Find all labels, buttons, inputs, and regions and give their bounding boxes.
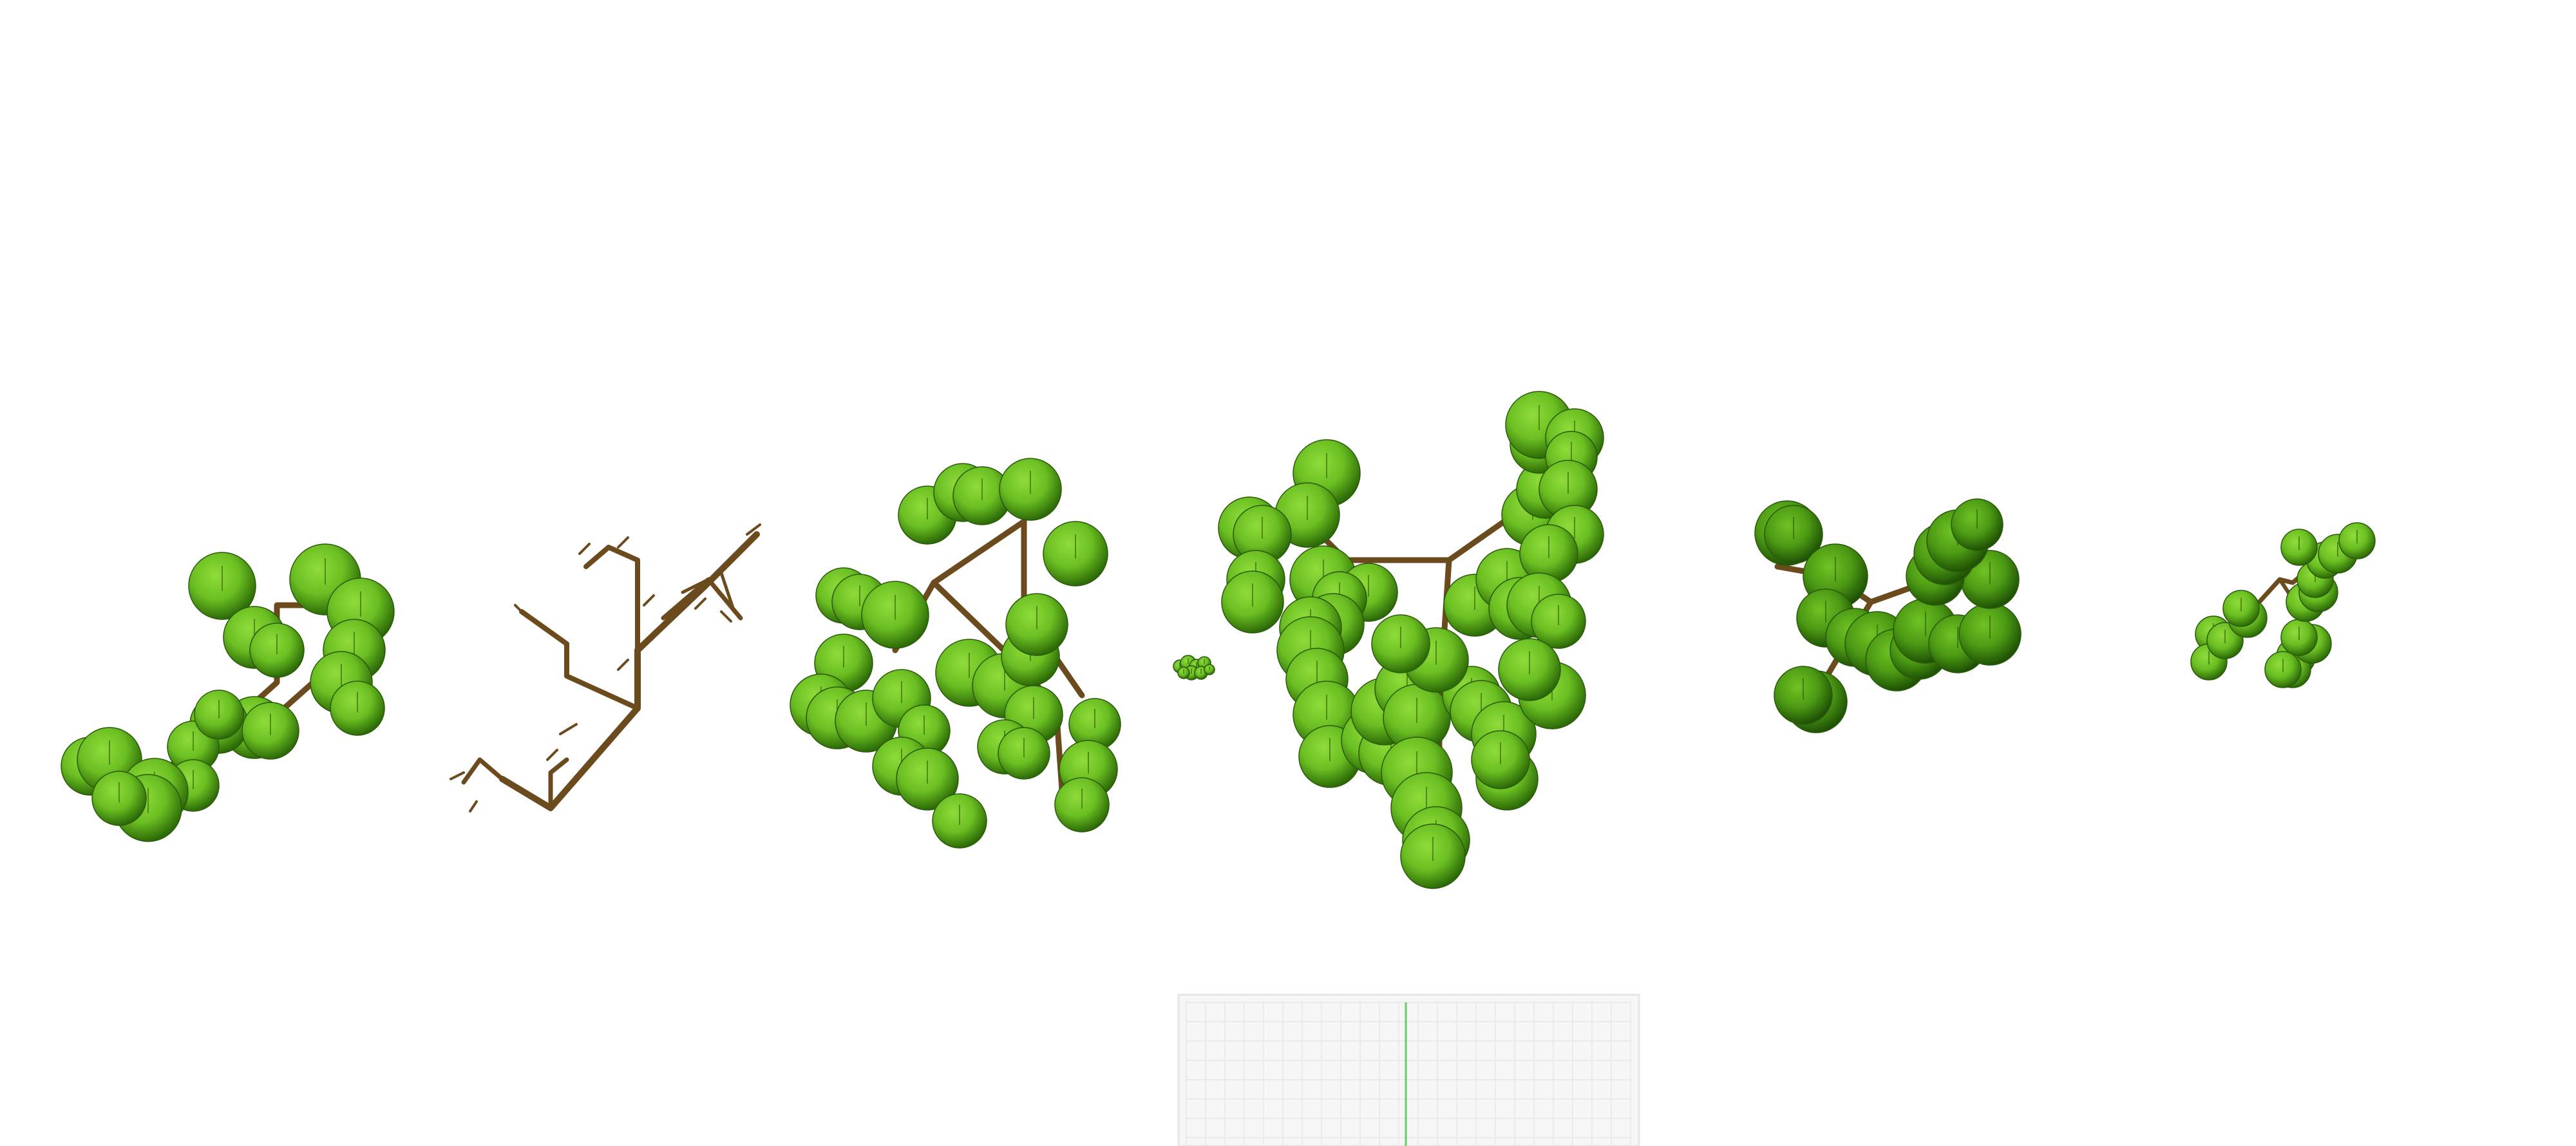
branch [514,604,526,616]
branch [559,723,578,735]
branch [720,610,732,623]
branch [617,536,629,549]
tree-4[interactable] [1173,655,1215,681]
tree-3[interactable] [790,458,1121,849]
branch [583,545,640,653]
grid-plane [1177,993,1640,1146]
branch [469,800,478,813]
branch [548,757,569,811]
branch [461,757,505,785]
branch [578,543,591,555]
branch [617,659,629,671]
tree-1[interactable] [61,543,395,842]
branch [746,523,761,536]
branch [450,771,465,780]
tree-5[interactable] [1218,391,1604,889]
branch [681,571,736,614]
branch [519,609,640,711]
tree-6[interactable] [1754,498,2022,733]
branch [643,594,655,606]
branch [694,597,706,610]
branch [546,749,558,761]
tree-2[interactable] [450,523,761,813]
ground-grid [1177,993,1640,1146]
tree-7[interactable] [2190,522,2376,688]
